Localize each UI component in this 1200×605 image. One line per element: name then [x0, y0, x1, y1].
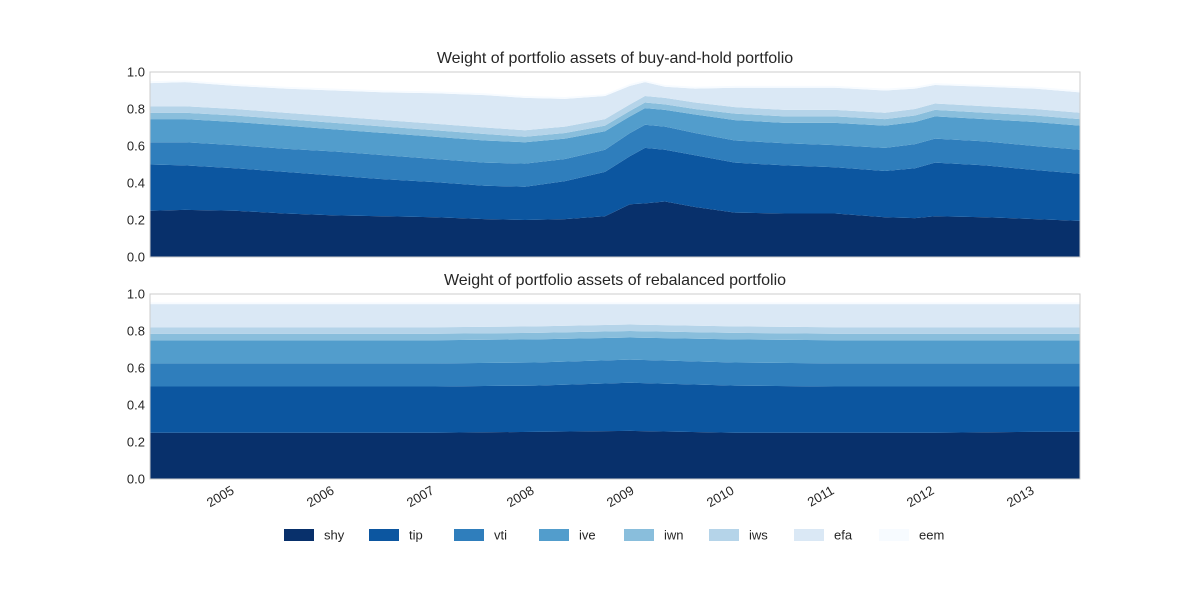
area-series-vti	[150, 124, 1080, 187]
area-series-iws	[150, 96, 1080, 137]
legend-swatch-efa	[794, 529, 824, 541]
area-series-iwn	[150, 331, 1080, 341]
legend-label-ive: ive	[579, 528, 596, 543]
y-tick-label: 0.0	[127, 472, 145, 487]
y-tick-label: 0.2	[127, 435, 145, 450]
x-tick-label: 2005	[204, 483, 237, 510]
x-tick-label: 2006	[304, 483, 337, 510]
area-series-iwn	[150, 102, 1080, 143]
area-series-efa	[150, 304, 1080, 328]
legend-swatch-tip	[369, 529, 399, 541]
y-tick-label: 0.0	[127, 250, 145, 265]
y-tick-label: 0.6	[127, 361, 145, 376]
legend-swatch-iwn	[624, 529, 654, 541]
legend-label-vti: vti	[494, 528, 507, 543]
x-tick-label: 2012	[904, 483, 937, 510]
chart-title: Weight of portfolio assets of buy-and-ho…	[437, 50, 793, 67]
legend-label-iws: iws	[749, 528, 768, 543]
legend: shy tip vti ive iwn iws efa eem	[284, 528, 944, 543]
legend-label-eem: eem	[919, 528, 944, 543]
y-tick-label: 0.4	[127, 398, 145, 413]
legend-label-tip: tip	[409, 528, 423, 543]
legend-label-shy: shy	[324, 528, 345, 543]
axes-frame	[149, 293, 1081, 480]
y-tick-label: 0.2	[127, 213, 145, 228]
x-tick-label: 2010	[704, 483, 737, 510]
area-series-iws	[150, 324, 1080, 334]
y-tick-label: 0.8	[127, 324, 145, 339]
x-tick-label: 2009	[604, 483, 637, 510]
chart-panel-1: Weight of portfolio assets of buy-and-ho…	[127, 50, 1081, 265]
area-series-ive	[150, 337, 1080, 364]
chart-panel-2: Weight of portfolio assets of rebalanced…	[127, 272, 1081, 510]
legend-label-efa: efa	[834, 528, 853, 543]
area-series-tip	[150, 147, 1080, 221]
x-tick-label: 2008	[504, 483, 537, 510]
area-series-eem	[150, 302, 1080, 305]
y-tick-label: 1.0	[127, 287, 145, 302]
area-series-efa	[150, 82, 1080, 131]
legend-swatch-shy	[284, 529, 314, 541]
chart-title: Weight of portfolio assets of rebalanced…	[444, 272, 786, 289]
y-tick-label: 1.0	[127, 65, 145, 80]
area-series-shy	[150, 430, 1080, 479]
x-tick-label: 2007	[404, 483, 437, 510]
legend-label-iwn: iwn	[664, 528, 684, 543]
area-series-shy	[150, 201, 1080, 257]
area-series-tip	[150, 382, 1080, 433]
legend-swatch-eem	[879, 529, 909, 541]
area-series-eem	[150, 80, 1080, 99]
y-tick-label: 0.8	[127, 102, 145, 117]
legend-swatch-ive	[539, 529, 569, 541]
legend-swatch-iws	[709, 529, 739, 541]
area-series-ive	[150, 108, 1080, 164]
x-tick-label: 2013	[1004, 483, 1037, 510]
x-tick-label: 2011	[805, 483, 837, 510]
area-series-vti	[150, 359, 1080, 387]
axes-frame	[149, 71, 1081, 258]
y-tick-label: 0.6	[127, 139, 145, 154]
legend-swatch-vti	[454, 529, 484, 541]
y-tick-label: 0.4	[127, 176, 145, 191]
